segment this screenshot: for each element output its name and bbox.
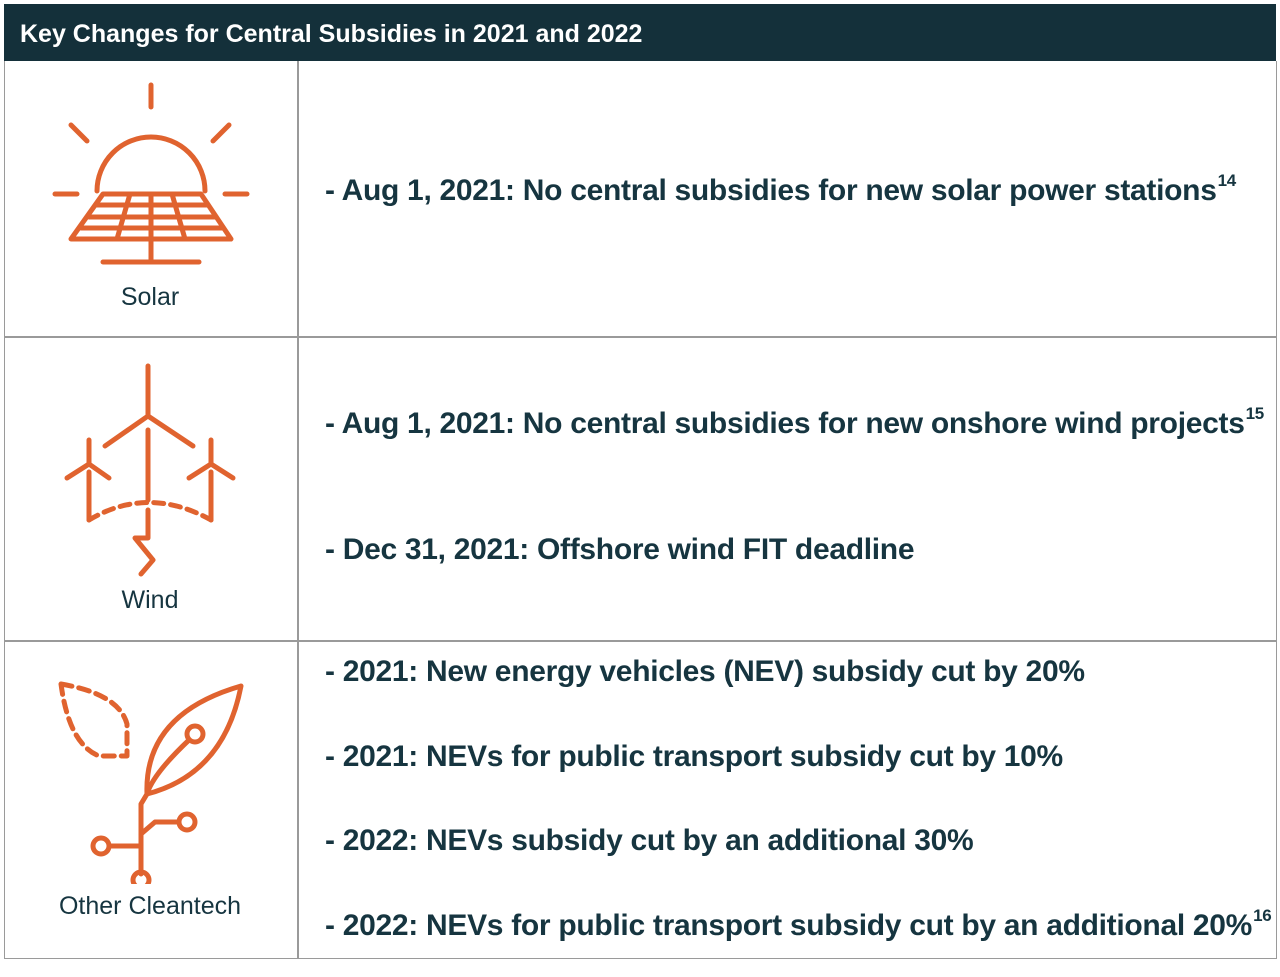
subsidy-table: Solar - Aug 1, 2021: No central subsidie… xyxy=(4,61,1277,959)
list-item: - 2021: New energy vehicles (NEV) subsid… xyxy=(325,655,1085,688)
solar-panel-icon xyxy=(52,82,250,265)
leaf-circuit-icon xyxy=(58,681,244,884)
list-item: - 2021: NEVs for public transport subsid… xyxy=(325,740,1063,773)
items-other-cleantech: - 2021: New energy vehicles (NEV) subsid… xyxy=(325,642,1272,959)
list-item: - Aug 1, 2021: No central subsidies for … xyxy=(325,404,1265,440)
table-row-other-cleantech: Other Cleantech - 2021: New energy vehic… xyxy=(5,642,1276,959)
icon-cell-wind: Wind xyxy=(5,338,299,640)
table-row-wind: Wind - Aug 1, 2021: No central subsidies… xyxy=(5,338,1276,642)
list-item: - 2022: NEVs for public transport subsid… xyxy=(325,906,1272,942)
icon-cell-other-cleantech: Other Cleantech xyxy=(5,642,299,959)
items-solar: - Aug 1, 2021: No central subsidies for … xyxy=(325,61,1265,336)
list-item: - Aug 1, 2021: No central subsidies for … xyxy=(325,171,1237,207)
items-wind: - Aug 1, 2021: No central subsidies for … xyxy=(325,338,1265,640)
icon-label-other-cleantech: Other Cleantech xyxy=(58,892,242,920)
footnote-marker: 16 xyxy=(1253,906,1272,925)
list-item: - 2022: NEVs subsidy cut by an additiona… xyxy=(325,824,974,857)
table-row-solar: Solar - Aug 1, 2021: No central subsidie… xyxy=(5,61,1276,338)
wind-turbine-icon xyxy=(64,363,236,577)
list-item: - Dec 31, 2021: Offshore wind FIT deadli… xyxy=(325,533,915,566)
icon-label-solar: Solar xyxy=(120,283,180,311)
icon-label-wind: Wind xyxy=(121,586,179,614)
table-title: Key Changes for Central Subsidies in 202… xyxy=(4,4,1276,61)
icon-cell-solar: Solar xyxy=(5,61,299,336)
footnote-marker: 14 xyxy=(1217,171,1237,190)
footnote-marker: 15 xyxy=(1245,404,1265,423)
